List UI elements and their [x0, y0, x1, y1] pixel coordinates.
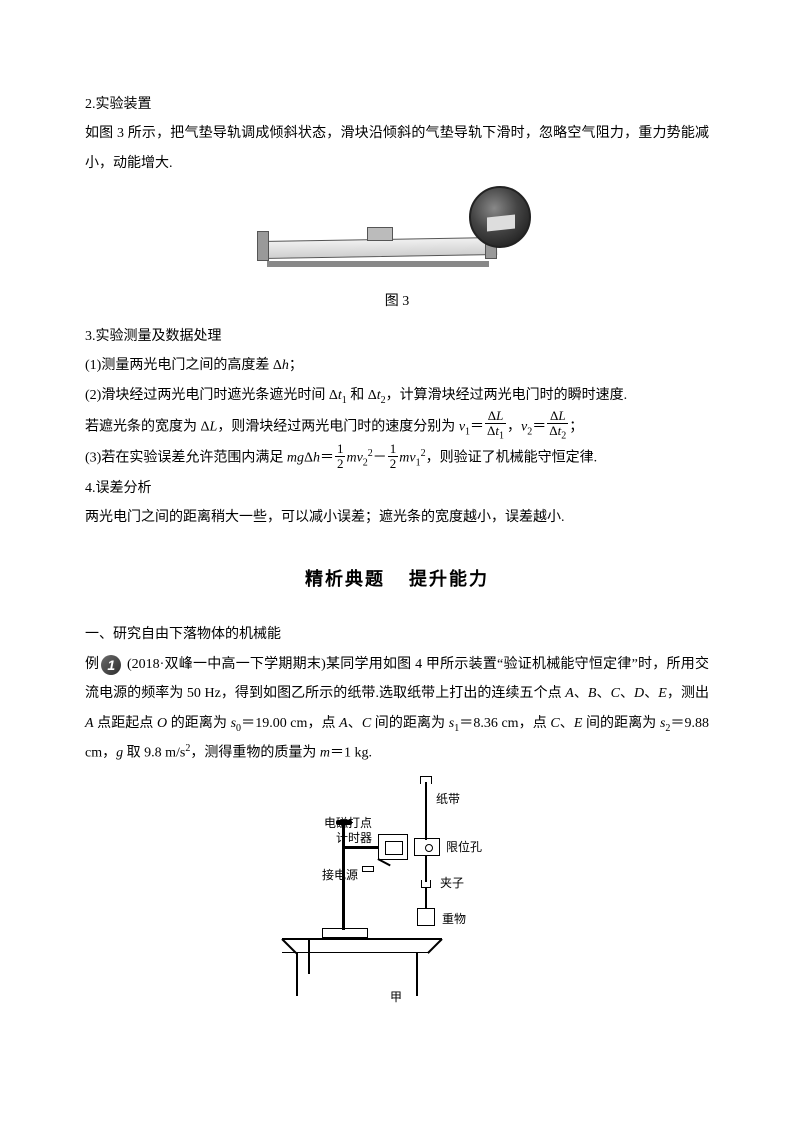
- label-tape: 纸带: [436, 792, 460, 806]
- heading-4: 4.误差分析: [85, 474, 709, 503]
- heading-3: 3.实验测量及数据处理: [85, 322, 709, 351]
- label-weight: 重物: [442, 912, 466, 926]
- heading-2: 2.实验装置: [85, 90, 709, 119]
- apparatus-illustration: [257, 186, 537, 271]
- para-error: 两光电门之间的距离稍大一些，可以减小误差；遮光条的宽度越小，误差越小.: [85, 503, 709, 532]
- para-setup: 如图 3 所示，把气垫导轨调成倾斜状态，滑块沿倾斜的气垫导轨下滑时，忽略空气阻力…: [85, 119, 709, 178]
- subheading-1: 一、研究自由下落物体的机械能: [85, 620, 709, 649]
- label-hole: 限位孔: [446, 840, 482, 854]
- label-timer: 电磁打点计时器: [324, 816, 372, 845]
- example-badge-icon: 1: [101, 655, 121, 675]
- step-3: (3)若在实验误差允许范围内满足 mgΔh＝12mv22－12mv12，则验证了…: [85, 443, 709, 473]
- step-1: (1)测量两光电门之间的高度差 Δh；: [85, 351, 709, 380]
- label-power: 接电源: [322, 868, 358, 882]
- figure-jia: 电磁打点计时器 纸带 限位孔 接电源 夹子 重物 甲: [85, 776, 709, 1017]
- label-clip: 夹子: [440, 876, 464, 890]
- figure-3-caption: 图 3: [85, 287, 709, 316]
- step-2: (2)滑块经过两光电门时遮光条遮光时间 Δt1 和 Δt2，计算滑块经过两光电门…: [85, 381, 709, 411]
- apparatus-schematic: 电磁打点计时器 纸带 限位孔 接电源 夹子 重物 甲: [282, 776, 512, 1006]
- step-2b: 若遮光条的宽度为 ΔL，则滑块经过两光电门时的速度分别为 v1＝ΔLΔt1，v2…: [85, 411, 709, 444]
- example-1: 例1 (2018·双峰一中高一下学期期末)某同学用如图 4 甲所示装置“验证机械…: [85, 650, 709, 769]
- figure-3: [85, 186, 709, 282]
- section-title: 精析典题提升能力: [85, 561, 709, 599]
- figure-jia-caption: 甲: [390, 990, 402, 1004]
